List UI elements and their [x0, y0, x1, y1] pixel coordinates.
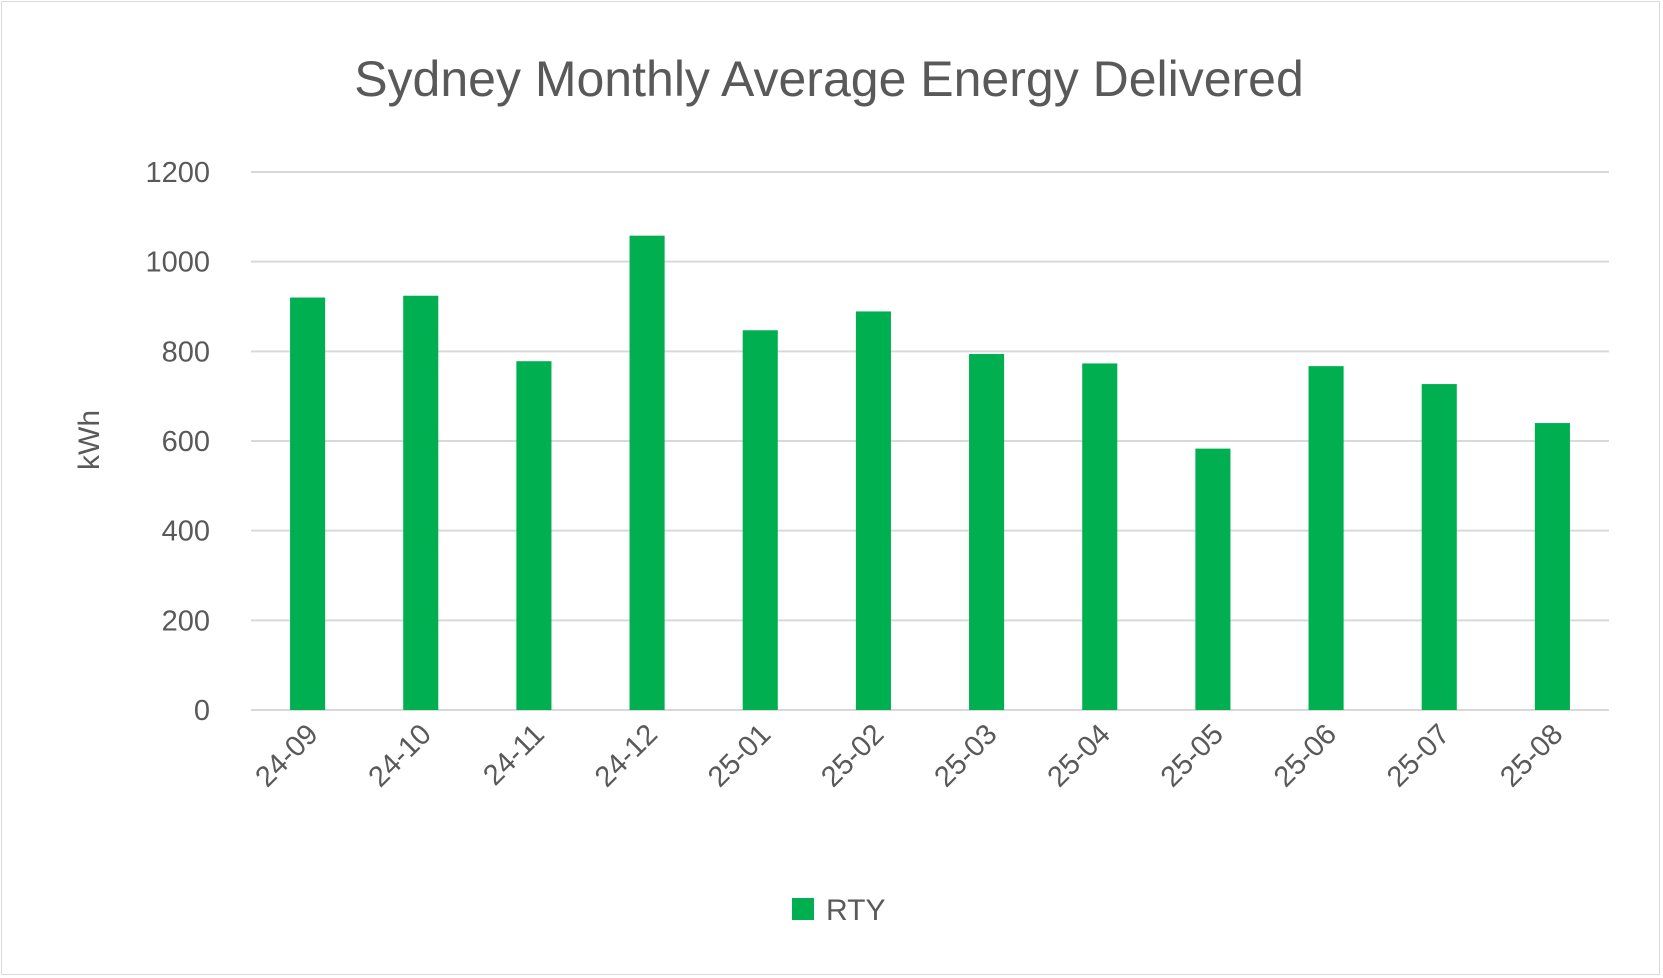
y-tick-label: 800: [162, 336, 210, 368]
bar-25-04: [1082, 363, 1118, 710]
x-tick-label: 25-04: [1042, 718, 1117, 793]
bar-25-07: [1421, 384, 1457, 710]
bar-25-02: [855, 311, 891, 710]
y-axis-label: kWh: [73, 410, 106, 470]
x-tick-label: 24-11: [477, 718, 551, 792]
legend-swatch: [792, 898, 814, 920]
bar-24-11: [516, 361, 552, 710]
bar-25-05: [1195, 448, 1231, 710]
y-tick-label: 600: [162, 426, 210, 458]
x-tick-label: 25-03: [928, 718, 1003, 793]
legend-label: RTY: [826, 894, 885, 927]
x-tick-label: 25-01: [702, 718, 777, 793]
bar-24-09: [290, 297, 326, 710]
bar-25-08: [1534, 423, 1570, 710]
chart-title: Sydney Monthly Average Energy Delivered: [354, 51, 1304, 107]
legend: RTY: [792, 894, 885, 927]
y-tick-label: 400: [162, 516, 210, 548]
x-tick-label: 25-02: [815, 718, 890, 793]
x-tick-label: 25-08: [1494, 718, 1569, 793]
x-tick-label: 25-05: [1155, 718, 1230, 793]
bar-25-06: [1308, 366, 1344, 710]
y-tick-label: 0: [194, 695, 210, 727]
x-tick-label: 25-07: [1381, 718, 1456, 793]
bar-24-12: [629, 235, 665, 710]
y-tick-label: 200: [162, 605, 210, 637]
bar-25-01: [742, 330, 778, 710]
bar-25-03: [969, 354, 1005, 710]
x-tick-label: 24-10: [363, 718, 438, 793]
y-tick-label: 1200: [145, 157, 210, 189]
x-tick-label: 24-09: [249, 718, 324, 793]
y-tick-label: 1000: [145, 247, 210, 279]
x-tick-label: 25-06: [1268, 718, 1343, 793]
bar-24-10: [403, 295, 439, 710]
x-tick-label: 24-12: [589, 718, 664, 793]
